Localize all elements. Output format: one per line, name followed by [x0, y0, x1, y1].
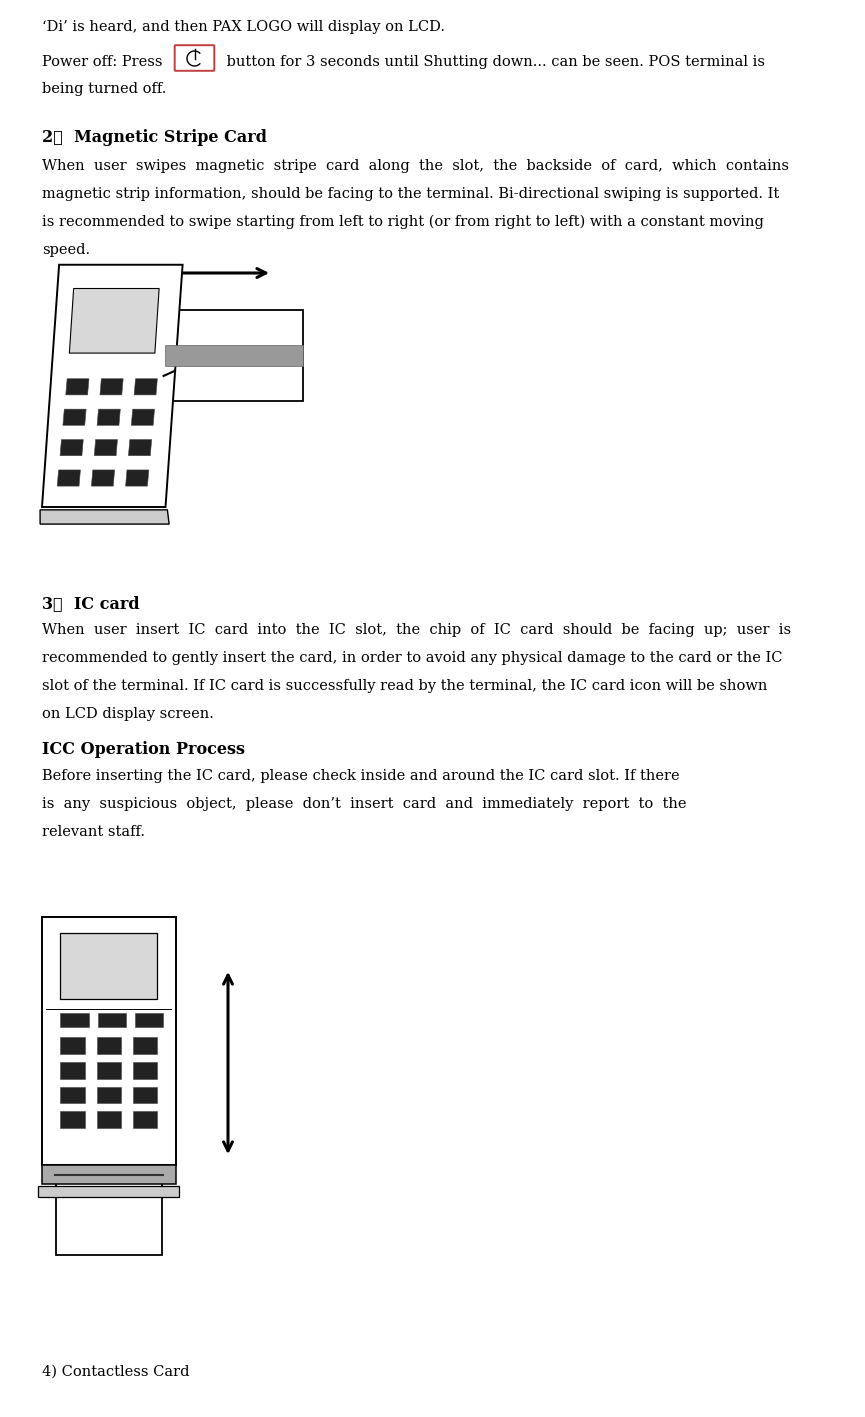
Polygon shape	[165, 310, 304, 401]
Text: When  user  insert  IC  card  into  the  IC  slot,  the  chip  of  IC  card  sho: When user insert IC card into the IC slo…	[42, 623, 791, 638]
Bar	[61, 932, 157, 999]
Polygon shape	[97, 410, 120, 425]
Text: on LCD display screen.: on LCD display screen.	[42, 707, 214, 721]
Polygon shape	[128, 439, 151, 456]
Bar	[97, 1111, 121, 1128]
Bar	[97, 1087, 121, 1104]
Bar	[61, 1111, 85, 1128]
Text: Power off: Press: Power off: Press	[42, 55, 163, 69]
Polygon shape	[100, 378, 123, 395]
Bar	[61, 1013, 88, 1027]
Text: is recommended to swipe starting from left to right (or from right to left) with: is recommended to swipe starting from le…	[42, 215, 764, 230]
Bar	[61, 1087, 85, 1104]
FancyBboxPatch shape	[175, 45, 215, 71]
Bar	[56, 1162, 162, 1255]
Text: relevant staff.: relevant staff.	[42, 825, 145, 839]
Text: speed.: speed.	[42, 242, 90, 256]
Polygon shape	[40, 510, 170, 524]
Bar	[42, 1165, 176, 1185]
Bar	[132, 1087, 157, 1104]
Polygon shape	[60, 439, 83, 456]
Bar	[132, 1061, 157, 1078]
Text: Before inserting the IC card, please check inside and around the IC card slot. I: Before inserting the IC card, please che…	[42, 769, 680, 784]
Bar	[135, 1013, 163, 1027]
Bar	[42, 917, 176, 1165]
Bar	[98, 1013, 126, 1027]
Text: 4) Contactless Card: 4) Contactless Card	[42, 1365, 189, 1379]
Bar	[61, 1037, 85, 1054]
Text: slot of the terminal. If IC card is successfully read by the terminal, the IC ca: slot of the terminal. If IC card is succ…	[42, 679, 767, 693]
Bar	[97, 1061, 121, 1078]
Text: ICC Operation Process: ICC Operation Process	[42, 741, 245, 758]
Polygon shape	[165, 344, 304, 367]
Bar	[38, 1186, 179, 1197]
Bar	[132, 1111, 157, 1128]
Polygon shape	[94, 439, 118, 456]
Text: When  user  swipes  magnetic  stripe  card  along  the  slot,  the  backside  of: When user swipes magnetic stripe card al…	[42, 159, 789, 173]
Text: button for 3 seconds until Shutting down... can be seen. POS terminal is: button for 3 seconds until Shutting down…	[222, 55, 765, 69]
Polygon shape	[131, 410, 155, 425]
Text: ‘Di’ is heard, and then PAX LOGO will display on LCD.: ‘Di’ is heard, and then PAX LOGO will di…	[42, 20, 445, 34]
Polygon shape	[134, 378, 157, 395]
Polygon shape	[57, 470, 80, 486]
Bar	[61, 1061, 85, 1078]
Polygon shape	[66, 378, 89, 395]
Text: is  any  suspicious  object,  please  don’t  insert  card  and  immediately  rep: is any suspicious object, please don’t i…	[42, 796, 687, 811]
Polygon shape	[63, 410, 86, 425]
Bar	[97, 1037, 121, 1054]
Polygon shape	[125, 470, 149, 486]
Text: 3）  IC card: 3） IC card	[42, 595, 139, 612]
Text: magnetic strip information, should be facing to the terminal. Bi-directional swi: magnetic strip information, should be fa…	[42, 187, 779, 201]
Polygon shape	[42, 265, 183, 507]
Bar	[132, 1037, 157, 1054]
Text: being turned off.: being turned off.	[42, 82, 166, 96]
Polygon shape	[92, 470, 115, 486]
Text: 2）  Magnetic Stripe Card: 2） Magnetic Stripe Card	[42, 129, 267, 146]
Text: recommended to gently insert the card, in order to avoid any physical damage to : recommended to gently insert the card, i…	[42, 650, 783, 665]
Polygon shape	[69, 289, 159, 353]
